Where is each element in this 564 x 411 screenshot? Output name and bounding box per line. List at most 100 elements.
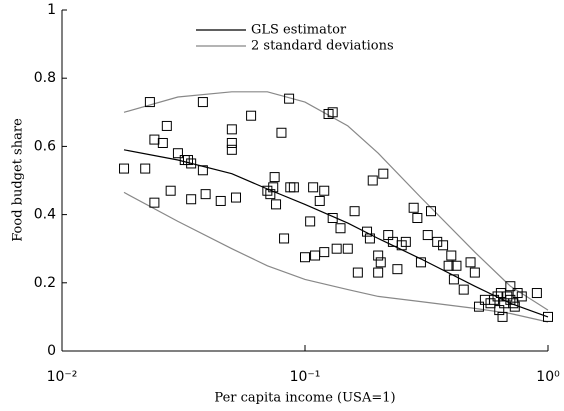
point bbox=[375, 257, 386, 268]
y-axis-label: Food budget share bbox=[11, 118, 26, 242]
point bbox=[497, 311, 508, 322]
point bbox=[305, 216, 316, 227]
point bbox=[271, 199, 282, 210]
y-tick-label: 1 bbox=[47, 2, 56, 18]
point bbox=[446, 250, 457, 261]
point bbox=[364, 233, 375, 244]
y-tick-label: 0.4 bbox=[34, 207, 56, 223]
x-tick-label: 10⁻² bbox=[47, 369, 78, 385]
point bbox=[186, 194, 197, 205]
point bbox=[531, 288, 542, 299]
point bbox=[362, 226, 373, 237]
point bbox=[246, 110, 257, 121]
point bbox=[300, 252, 310, 263]
point bbox=[352, 267, 363, 278]
point bbox=[469, 267, 480, 278]
point bbox=[508, 298, 519, 309]
point bbox=[451, 260, 462, 271]
legend-label: 2 standard deviations bbox=[251, 39, 394, 54]
point bbox=[373, 267, 384, 278]
point bbox=[543, 311, 553, 322]
point bbox=[186, 158, 197, 169]
point bbox=[479, 294, 490, 305]
point bbox=[200, 189, 211, 200]
point bbox=[367, 175, 378, 186]
point bbox=[161, 120, 172, 131]
point bbox=[310, 250, 321, 261]
point bbox=[505, 281, 516, 292]
point bbox=[492, 291, 503, 302]
point bbox=[268, 182, 279, 193]
point bbox=[412, 213, 423, 224]
x-axis-label: Per capita income (USA=1) bbox=[214, 391, 395, 406]
point bbox=[308, 182, 319, 193]
point bbox=[331, 243, 342, 254]
point bbox=[165, 185, 176, 196]
point bbox=[226, 144, 237, 155]
point bbox=[215, 195, 226, 206]
point bbox=[373, 250, 384, 261]
point bbox=[327, 213, 338, 224]
point bbox=[149, 134, 160, 145]
point bbox=[226, 124, 237, 135]
point bbox=[448, 274, 459, 285]
point bbox=[502, 291, 513, 302]
point bbox=[458, 284, 469, 295]
point bbox=[327, 107, 338, 118]
point bbox=[378, 168, 389, 179]
point bbox=[415, 257, 426, 268]
point bbox=[149, 197, 160, 208]
point bbox=[279, 233, 290, 244]
point bbox=[284, 93, 295, 104]
x-tick-label: 10⁰ bbox=[536, 369, 560, 385]
point bbox=[276, 127, 287, 138]
point bbox=[400, 236, 411, 247]
point bbox=[432, 236, 443, 247]
curve bbox=[123, 149, 549, 318]
point bbox=[285, 182, 296, 193]
point bbox=[349, 206, 360, 217]
point bbox=[485, 298, 496, 309]
point bbox=[495, 288, 506, 299]
y-tick-label: 0 bbox=[47, 343, 56, 359]
point bbox=[473, 301, 484, 312]
point bbox=[443, 260, 454, 271]
point bbox=[516, 291, 527, 302]
point bbox=[140, 163, 151, 174]
point bbox=[179, 155, 190, 166]
point bbox=[144, 97, 155, 108]
point bbox=[335, 223, 346, 234]
point bbox=[319, 185, 330, 196]
point bbox=[509, 301, 520, 312]
point bbox=[265, 189, 276, 200]
point bbox=[269, 172, 280, 183]
y-tick-label: 0.6 bbox=[34, 138, 56, 154]
point bbox=[197, 165, 208, 176]
point bbox=[408, 202, 419, 213]
y-tick-label: 0.8 bbox=[34, 70, 56, 86]
point bbox=[425, 206, 436, 217]
point bbox=[230, 192, 241, 203]
legend-label: GLS estimator bbox=[251, 23, 347, 38]
point bbox=[157, 137, 168, 148]
point bbox=[489, 294, 500, 305]
point bbox=[422, 230, 433, 241]
point bbox=[319, 247, 330, 258]
point bbox=[197, 97, 208, 108]
point bbox=[342, 243, 353, 254]
point bbox=[182, 155, 193, 166]
point bbox=[392, 264, 403, 275]
point bbox=[465, 257, 476, 268]
x-tick-label: 10⁻¹ bbox=[290, 369, 321, 385]
point bbox=[438, 240, 449, 251]
point bbox=[226, 137, 237, 148]
curve bbox=[123, 91, 549, 311]
point bbox=[262, 185, 273, 196]
point bbox=[288, 182, 299, 193]
point bbox=[172, 148, 183, 159]
point bbox=[314, 195, 325, 206]
curve bbox=[123, 191, 549, 323]
point bbox=[119, 163, 130, 174]
y-tick-label: 0.2 bbox=[34, 275, 56, 291]
